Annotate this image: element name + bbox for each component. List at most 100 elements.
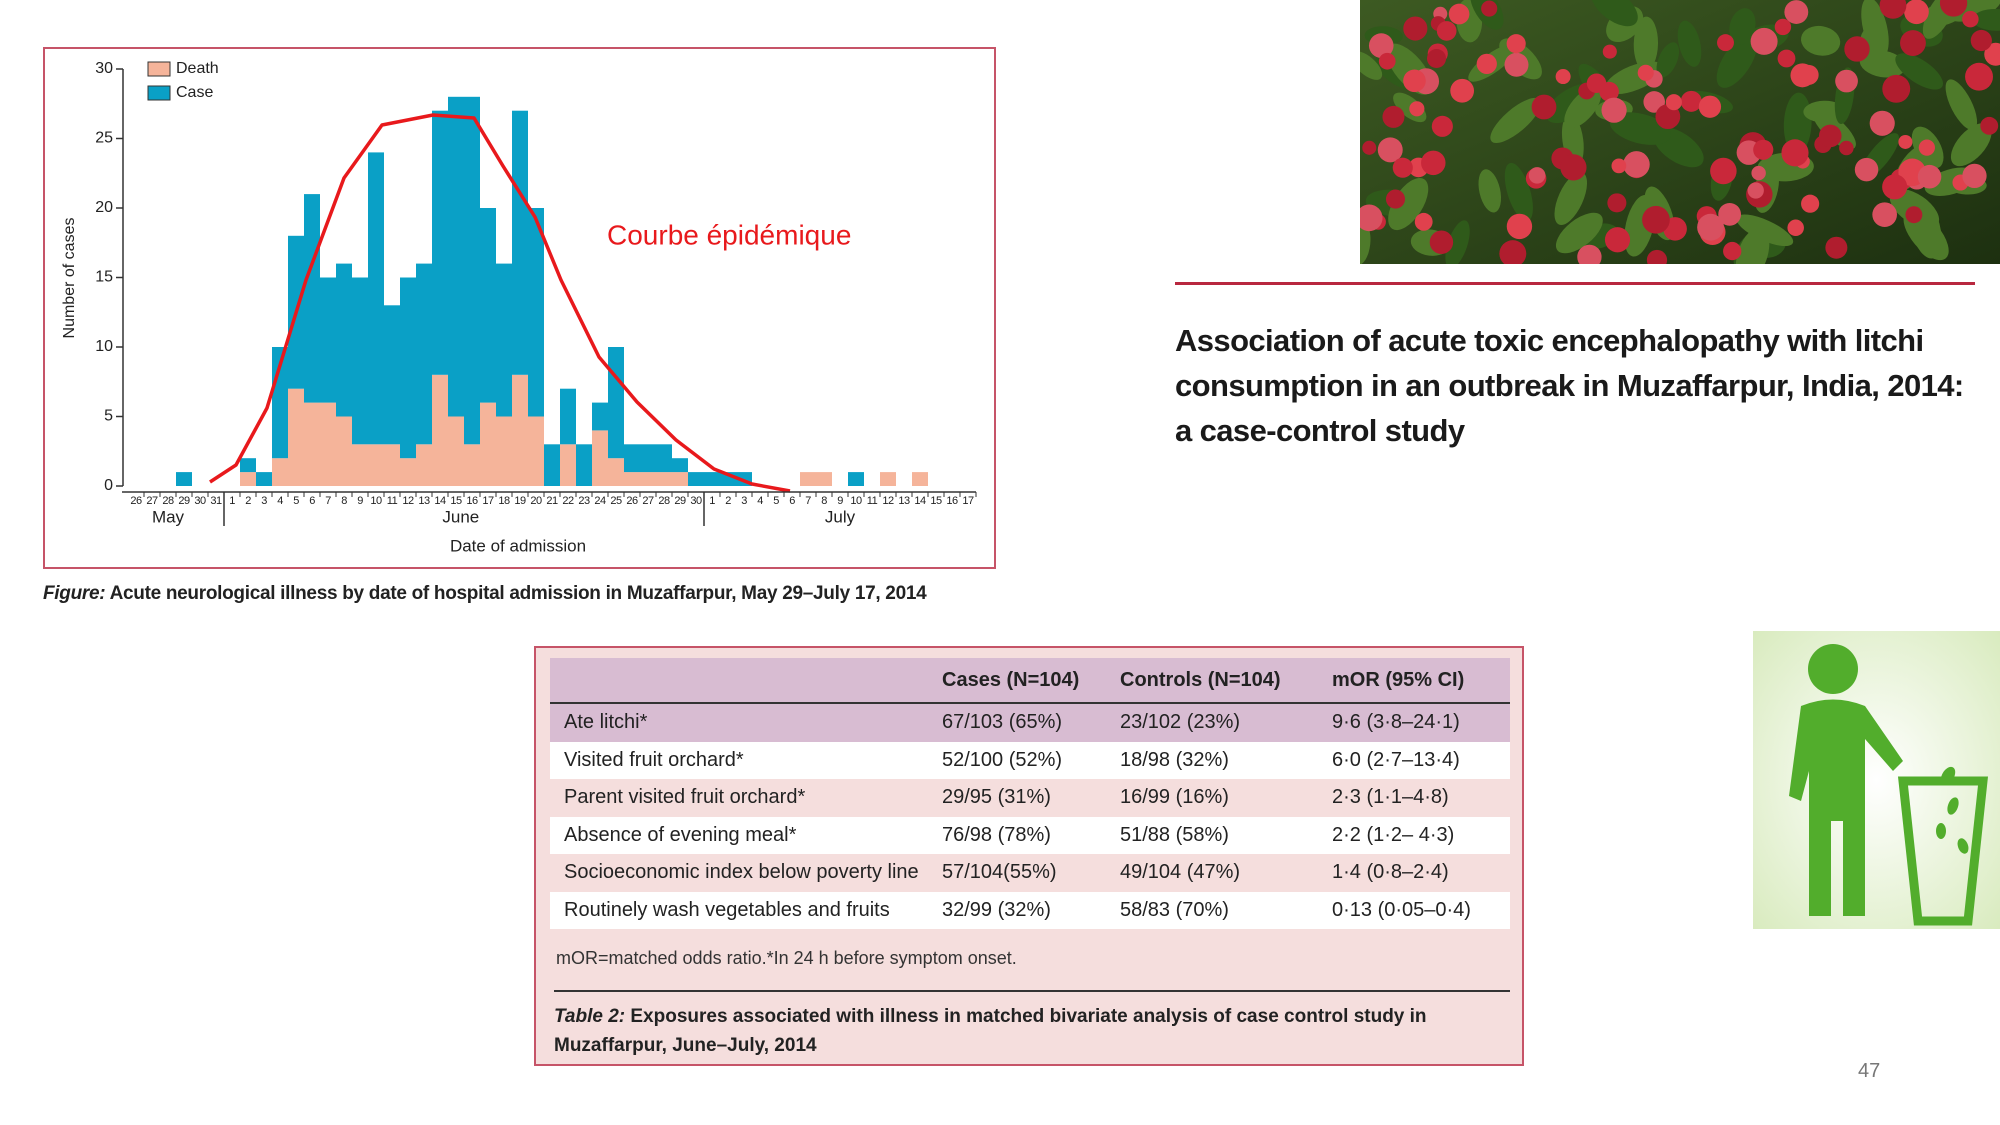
bar-segment [640, 444, 656, 473]
figure-chart: Number of cases Date of admission Courbe… [43, 47, 996, 569]
legend-label: Death [176, 60, 219, 77]
y-tick-label: 25 [95, 130, 113, 147]
bar-segment [608, 347, 624, 459]
bar-segment [656, 472, 672, 486]
x-tick-label: 26 [130, 495, 142, 507]
title-rule [1175, 282, 1975, 285]
bar-segment [256, 472, 272, 486]
x-tick-label: 5 [293, 495, 299, 507]
bar-segment [848, 472, 864, 486]
bar-segment [288, 388, 304, 486]
bar-segment [304, 194, 320, 403]
x-tick-label: 8 [821, 495, 827, 507]
bar-segment [800, 472, 816, 486]
x-tick-label: 29 [178, 495, 190, 507]
bar-segment [352, 444, 368, 486]
bar-segment [576, 444, 592, 486]
legend-swatch [147, 85, 171, 101]
bar-segment [320, 277, 336, 403]
x-tick-label: 18 [498, 495, 510, 507]
bar-segment [704, 472, 720, 486]
x-tick-label: 24 [594, 495, 606, 507]
x-tick-label: 10 [370, 495, 382, 507]
bar-segment [672, 458, 688, 473]
bar-segment [656, 444, 672, 473]
caption-label: Figure: [43, 583, 106, 604]
bar-segment [624, 444, 640, 473]
table-cell: 1·4 (0·8–2·4) [1332, 861, 1449, 884]
x-tick-label: 4 [757, 495, 763, 507]
table-row: Parent visited fruit orchard* 29/95 (31%)… [550, 779, 1510, 817]
table-row: Ate litchi* 67/103 (65%) 23/102 (23%) 9·6 (… [550, 703, 1510, 742]
table-cell: 76/98 (78%) [942, 823, 1051, 846]
bar-segment [624, 472, 640, 486]
x-tick-label: 6 [309, 495, 315, 507]
table-cell: 16/99 (16%) [1120, 786, 1229, 809]
bar-segment [480, 402, 496, 486]
x-axis-label: Date of admission [450, 536, 586, 555]
x-tick-label: 29 [674, 495, 686, 507]
x-tick-label: 15 [450, 495, 462, 507]
bar-segment [816, 472, 832, 486]
bar-segment [496, 263, 512, 417]
bar-segment [320, 402, 336, 486]
bar-segment [464, 96, 480, 445]
table-cell: 57/104(55%) [942, 861, 1057, 884]
x-tick-label: 2 [725, 495, 731, 507]
bar-segment [640, 472, 656, 486]
x-tick-label: 10 [850, 495, 862, 507]
x-tick-label: 13 [418, 495, 430, 507]
y-tick-label: 30 [95, 60, 113, 77]
y-axis-label: Number of cases [61, 218, 78, 339]
legend-label: Case [176, 84, 213, 101]
bar-segment [608, 458, 624, 486]
bar-segment [368, 444, 384, 486]
header-cell: Controls (N=104) [1120, 658, 1332, 704]
y-tick-label: 0 [104, 477, 113, 494]
table-cell: 6·0 (2·7–13·4) [1332, 748, 1460, 771]
bar-segment [592, 402, 608, 431]
x-tick-label: 28 [658, 495, 670, 507]
exposure-table: Cases (N=104) Controls (N=104) mOR (95% CI… [550, 658, 1510, 929]
x-tick-label: 2 [245, 495, 251, 507]
table-row: Absence of evening meal* 76/98 (78%) 51/88… [550, 816, 1510, 854]
bar-segment [512, 374, 528, 486]
table-cell: 51/88 (58%) [1120, 823, 1229, 846]
legend-swatch [147, 61, 171, 77]
x-tick-label: 28 [162, 495, 174, 507]
x-tick-label: 17 [962, 495, 974, 507]
bar-segment [432, 110, 448, 375]
table-caption: Table 2: Exposures associated with illne… [554, 990, 1510, 1060]
bar-segment [448, 96, 464, 417]
table-cell: Parent visited fruit orchard* [564, 786, 806, 809]
table-cell: Visited fruit orchard* [564, 748, 744, 771]
x-tick-label: 6 [789, 495, 795, 507]
bar-segment [560, 388, 576, 445]
figure-caption: Figure: Acute neurological illness by da… [43, 583, 927, 605]
y-tick-label: 15 [95, 269, 113, 286]
x-tick-label: 14 [434, 495, 446, 507]
table-cell: 23/102 (23%) [1120, 711, 1241, 734]
litchi-photo [1360, 0, 2000, 264]
x-tick-label: 26 [626, 495, 638, 507]
header-row: Cases (N=104) Controls (N=104) mOR (95% CI… [550, 658, 1510, 704]
x-tick-label: 11 [387, 495, 398, 507]
header-cell [550, 658, 942, 704]
table-cell: Absence of evening meal* [564, 823, 797, 846]
y-tick-label: 5 [104, 408, 113, 425]
table-cell: 2·2 (1·2– 4·3) [1332, 823, 1455, 846]
bar-segment [304, 402, 320, 486]
table-cell: 58/83 (70%) [1120, 898, 1229, 921]
bar-segment [336, 416, 352, 486]
month-label: June [442, 507, 479, 526]
bar-segment [464, 444, 480, 486]
x-tick-label: 19 [514, 495, 526, 507]
bar-segment [384, 305, 400, 445]
caption-text: Acute neurological illness by date of ho… [109, 583, 927, 604]
x-tick-label: 3 [741, 495, 747, 507]
x-tick-label: 13 [898, 495, 910, 507]
table-panel: Cases (N=104) Controls (N=104) mOR (95% CI… [534, 646, 1524, 1066]
bar-segment [528, 208, 544, 417]
table-cell: 52/100 (52%) [942, 748, 1063, 771]
